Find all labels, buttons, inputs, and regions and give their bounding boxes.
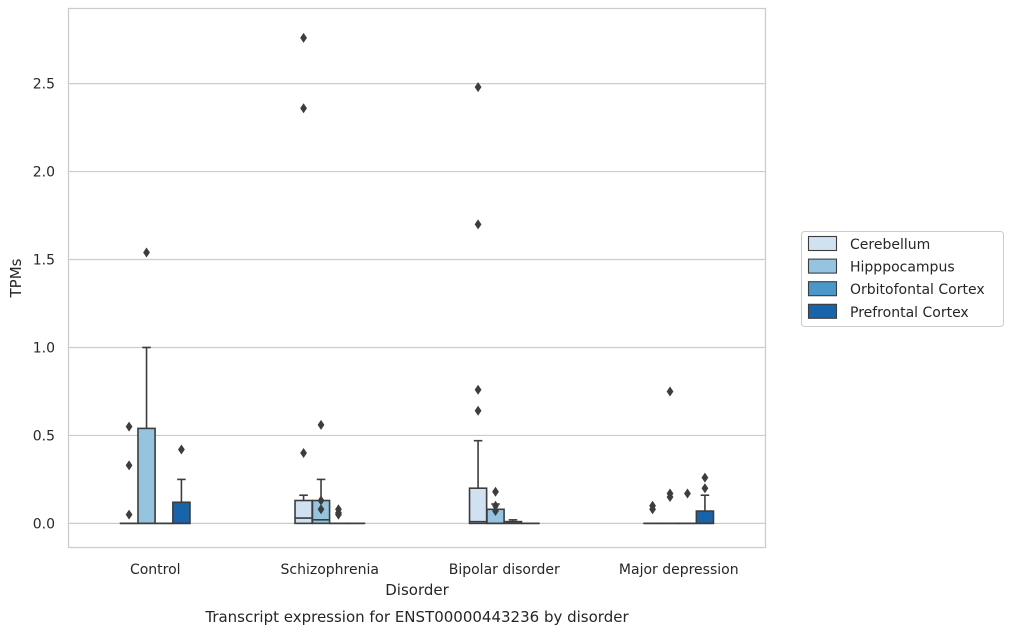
outlier-point <box>474 384 482 395</box>
y-axis-title: TPMs <box>7 258 25 298</box>
outlier-point <box>701 472 709 483</box>
box-2-0 <box>468 82 488 525</box>
gridlines <box>68 83 766 524</box>
y-tick-label-0: 0.0 <box>33 516 55 532</box>
box-2-1 <box>486 486 505 525</box>
box-0-0 <box>119 421 139 525</box>
legend-label-0: Cerebellum <box>850 237 930 253</box>
box-body <box>172 501 191 525</box>
legend-label-3: Prefrontal Cortex <box>850 305 969 321</box>
outlier-point <box>474 82 482 93</box>
legend-swatch-3 <box>807 303 838 319</box>
x-tick-label-2: Bipolar disorder <box>449 562 560 578</box>
y-tick-labels: 0.0 0.5 1.0 1.5 2.0 2.5 <box>33 77 55 533</box>
outlier-point <box>317 495 325 506</box>
outlier-point <box>125 460 133 471</box>
box-body <box>294 499 313 525</box>
box-body <box>137 427 156 525</box>
box-2-2 <box>503 519 523 525</box>
outlier-point <box>492 486 499 497</box>
box-1-2 <box>329 504 348 525</box>
outlier-point <box>666 386 674 397</box>
y-tick-label-5: 2.5 <box>33 77 55 93</box>
y-tick-label-1: 0.5 <box>33 428 55 444</box>
outlier-point <box>178 444 185 455</box>
legend-label-1: Hipppocampus <box>850 260 955 276</box>
x-axis-title: Disorder <box>385 581 449 599</box>
outlier-point <box>300 103 307 114</box>
outlier-point <box>125 421 133 432</box>
box-0-3 <box>172 444 191 525</box>
x-tick-label-3: Major depression <box>619 562 739 578</box>
outlier-point <box>125 509 133 520</box>
box-body <box>468 487 488 525</box>
legend-swatch-1 <box>807 258 838 274</box>
outlier-point <box>317 419 325 430</box>
outlier-point <box>492 506 499 517</box>
box-1-1 <box>311 419 331 525</box>
outlier-point <box>492 500 499 511</box>
chart-title: Transcript expression for ENST0000044323… <box>204 608 629 626</box>
outlier-point <box>474 405 482 416</box>
legend-frame <box>801 231 1004 327</box>
legend: Cerebellum Hipppocampus Orbitofontal Corte… <box>801 231 1004 327</box>
y-tick-label-2: 1.0 <box>33 340 55 356</box>
y-tick-label-4: 2.0 <box>33 165 55 181</box>
outlier-point <box>335 509 342 520</box>
box-marks <box>119 32 715 525</box>
outlier-point <box>666 491 674 502</box>
legend-swatch-0 <box>807 235 838 252</box>
outlier-point <box>474 219 482 230</box>
box-0-1 <box>137 247 156 525</box>
box-1-0 <box>294 32 313 525</box>
y-tick-label-3: 1.5 <box>33 253 55 269</box>
box-3-1 <box>660 386 680 525</box>
outlier-point <box>649 504 656 515</box>
plot-frame <box>67 7 767 549</box>
box-3-2 <box>678 488 697 525</box>
x-tick-label-1: Schizophrenia <box>281 562 379 578</box>
legend-swatch-2 <box>807 281 838 297</box>
x-tick-label-0: Control <box>130 562 181 578</box>
box-3-0 <box>643 500 662 525</box>
box-3-3 <box>695 472 715 525</box>
box-body <box>695 510 715 525</box>
legend-label-2: Orbitofontal Cortex <box>850 282 985 298</box>
outlier-point <box>317 504 325 515</box>
outlier-point <box>300 32 307 43</box>
x-tick-labels: Control Schizophrenia Bipolar disorder Majo… <box>130 562 739 578</box>
outlier-point <box>684 488 691 499</box>
outlier-point <box>143 247 150 258</box>
outlier-point <box>300 448 307 459</box>
outlier-point <box>701 483 709 494</box>
